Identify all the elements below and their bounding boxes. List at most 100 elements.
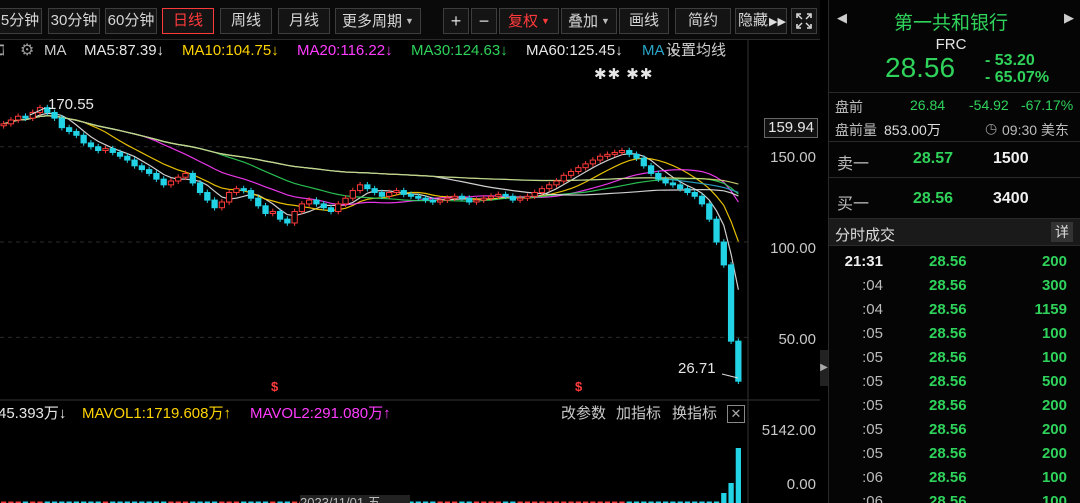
volume-bar [546,501,552,503]
candle-body [349,190,356,199]
adjust-dropdown[interactable]: 复权 ▼ [499,8,559,34]
candle-body [262,205,269,214]
double-chevron-right-icon: ▶▶ [769,16,786,28]
candle-body [211,199,218,209]
fullscreen-button[interactable] [791,8,817,34]
simplify-button[interactable]: 简约 [675,8,731,34]
period-weekly-button[interactable]: 周线 [220,8,272,34]
dividend-marker[interactable]: $ [575,379,583,394]
tick-volume: 200 [1041,253,1067,270]
tick-price: 28.56 [929,373,967,390]
ma250-line [3,115,739,185]
next-stock-icon[interactable]: ▶ [1064,10,1074,25]
period-monthly-button[interactable]: 月线 [278,8,330,34]
zoom-in-button[interactable]: + [443,8,469,34]
volume-bar [662,501,669,503]
tick-time: :05 [862,349,883,366]
tick-time: :05 [862,373,883,390]
candle-body [662,178,669,184]
volume-bar [44,501,50,503]
bid1-label: 买一 [837,196,870,213]
candle-body [597,155,604,161]
volume-bar [248,501,254,503]
more-periods-dropdown[interactable]: 更多周期 ▼ [335,8,421,34]
zoom-out-button[interactable]: − [471,8,497,34]
prev-stock-icon[interactable]: ◀ [837,10,847,25]
candle-body [65,127,73,132]
tick-price: 28.56 [929,349,967,366]
ma-collapse-icon[interactable]: ℷ [0,42,5,59]
ma-settings-label: 设置均线 [666,42,727,59]
candle-body [422,197,429,201]
tick-time: :04 [862,277,883,294]
candle-body [611,151,618,155]
volume-bar [51,501,58,503]
candle-body [196,182,204,193]
tick-row: :04 28.56 1159 [829,298,1080,322]
volume-bar [73,501,80,503]
add-indicator-button[interactable]: 加指标 [616,405,662,422]
volume-bar [575,501,581,503]
tick-price: 28.56 [929,421,967,438]
candle-body [706,203,713,220]
candle-body [87,142,95,148]
candle-body [458,195,466,199]
volume-bar [561,501,567,503]
close-icon[interactable]: ✕ [727,405,745,423]
tick-row: :06 28.56 100 [829,490,1080,503]
volume-bar [168,501,174,503]
candle-body [633,153,640,159]
ticks-detail-button[interactable]: 详 [1051,222,1073,242]
kline-chart[interactable] [0,40,820,503]
candle-body [7,119,15,125]
candle-body [371,188,378,193]
dividend-marker[interactable]: $ [271,379,279,394]
volume-bar [735,448,741,503]
tick-time: :06 [862,469,883,486]
candle-body [415,195,422,199]
tick-price: 28.56 [929,301,967,318]
ma30-line [3,115,739,202]
tick-price: 28.56 [929,469,967,486]
switch-indicator-button[interactable]: 换指标 [672,405,718,422]
draw-line-button[interactable]: 画线 [619,8,669,34]
volume-bar [66,501,72,503]
premarket-change-pct: -67.17% [1021,97,1074,113]
volume-bar [22,501,29,503]
volume-bar [437,501,443,503]
volume-bar [124,501,130,503]
ma10-value: MA10:104.75↓ [182,42,279,59]
period-5min-button[interactable]: 5分钟 [0,8,42,34]
candle-body [44,107,51,113]
tick-volume: 200 [1041,397,1067,414]
change-params-button[interactable]: 改参数 [561,405,607,422]
volume-bar [728,483,734,503]
candle-body [0,123,7,127]
candle-body [255,197,262,207]
candle-body [647,165,655,174]
period-30min-button[interactable]: 30分钟 [48,8,100,34]
stock-name: 第一共和银行 [893,13,1008,34]
ma-label: MA [44,42,67,59]
crosshair-date-label: 2023/11/01 五 [300,495,410,503]
period-daily-button[interactable]: 日线 [162,8,214,34]
volume-bar [684,501,691,503]
volume-bar [706,501,712,503]
mavol1-value: MAVOL1:1719.608万↑ [82,405,231,422]
volume-bar [473,501,480,503]
hide-button[interactable]: 隐藏▶▶ [735,8,787,34]
candle-body [247,190,255,199]
gear-icon[interactable]: ⚙ [20,42,35,59]
overlay-dropdown[interactable]: 叠加 ▼ [561,8,617,34]
panel-collapse-handle[interactable]: ▶ [820,350,828,386]
volume-legend: 45.393万↓ MAVOL1:1719.608万↑ MAVOL2:291.08… [0,403,750,425]
candle-body [204,191,211,201]
candle-body [727,264,735,342]
period-60min-button[interactable]: 60分钟 [105,8,157,34]
kline-chart-area[interactable]: ℷ ⚙ MA MA5:87.39↓ MA10:104.75↓ MA20:116.… [0,40,820,503]
volume-bar [517,501,523,503]
volume-bar [182,501,189,503]
tick-time: :04 [862,301,883,318]
ma-legend: ℷ ⚙ MA MA5:87.39↓ MA10:104.75↓ MA20:116.… [0,40,750,62]
last-price: 28.56 [885,52,956,83]
